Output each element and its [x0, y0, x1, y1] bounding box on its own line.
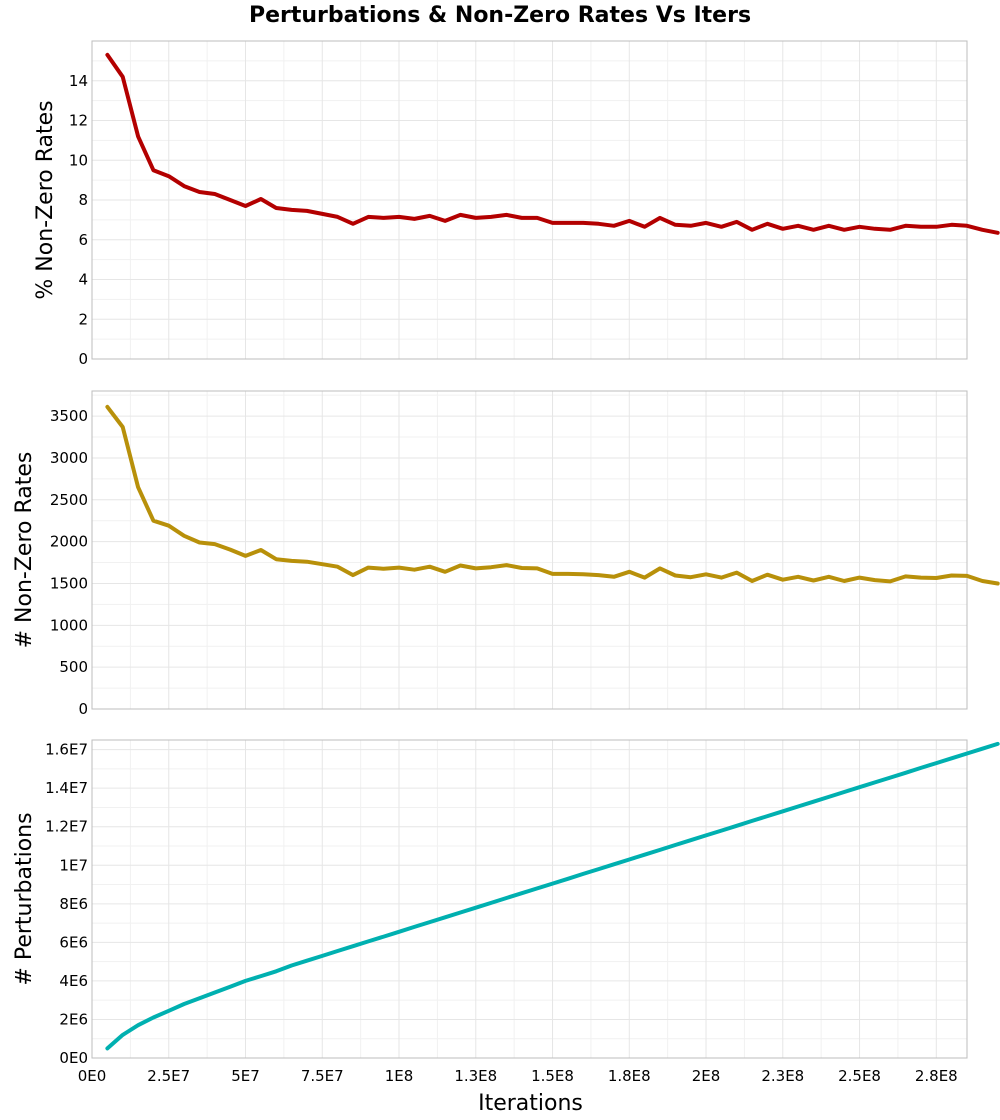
- y-axis-label: # Non-Zero Rates: [12, 452, 37, 649]
- x-tick-label: 1.5E8: [531, 1067, 574, 1085]
- plot-frame: [91, 739, 968, 1059]
- x-tick-label: 2.8E8: [915, 1067, 958, 1085]
- y-tick-label: 500: [59, 658, 88, 676]
- y-tick-label: 1.2E7: [45, 818, 88, 836]
- y-tick-label: 2: [78, 310, 88, 328]
- y-tick-label: 10: [69, 151, 88, 169]
- plot-frame: [91, 390, 968, 710]
- chart-title: Perturbations & Non-Zero Rates Vs Iters: [248, 3, 752, 28]
- y-tick-label: 2000: [50, 533, 88, 551]
- x-axis-label: Iterations: [478, 1091, 583, 1116]
- y-tick-label: 3500: [50, 407, 88, 425]
- x-tick-label: 1.8E8: [608, 1067, 651, 1085]
- y-tick-label: 3000: [50, 449, 88, 467]
- y-tick-label: 2500: [50, 491, 88, 509]
- y-tick-label: 6: [78, 231, 88, 249]
- y-axis-label: % Non-Zero Rates: [33, 100, 58, 299]
- x-tick-label: 7.5E7: [301, 1067, 344, 1085]
- y-tick-label: 6E6: [59, 933, 88, 951]
- y-tick-label: 4: [78, 271, 88, 289]
- x-tick-label: 2.3E8: [761, 1067, 804, 1085]
- y-tick-label: 4E6: [59, 972, 88, 990]
- y-tick-label: 1000: [50, 616, 88, 634]
- series-line: [105, 52, 1000, 235]
- y-axis-label: # Perturbations: [12, 812, 37, 985]
- x-tick-label: 5E7: [231, 1067, 260, 1085]
- y-tick-label: 1.6E7: [45, 741, 88, 759]
- y-tick-label: 0E0: [59, 1049, 88, 1067]
- x-tick-label: 0E0: [78, 1067, 107, 1085]
- y-tick-label: 1.4E7: [45, 779, 88, 797]
- x-tick-label: 1.3E8: [454, 1067, 497, 1085]
- y-tick-label: 1E7: [59, 856, 88, 874]
- y-tick-label: 8E6: [59, 895, 88, 913]
- y-tick-label: 8: [78, 191, 88, 209]
- x-tick-label: 2.5E8: [838, 1067, 881, 1085]
- y-tick-label: 0: [78, 700, 88, 718]
- y-tick-label: 2E6: [59, 1010, 88, 1028]
- series-line: [105, 741, 1000, 1051]
- y-tick-label: 12: [69, 112, 88, 130]
- series-line: [105, 404, 1000, 586]
- x-tick-label: 2.5E7: [147, 1067, 190, 1085]
- y-tick-label: 0: [78, 350, 88, 368]
- y-tick-label: 1500: [50, 574, 88, 592]
- y-tick-label: 14: [69, 72, 88, 90]
- x-tick-label: 1E8: [385, 1067, 414, 1085]
- plot-frame: [91, 40, 968, 360]
- x-tick-label: 2E8: [692, 1067, 721, 1085]
